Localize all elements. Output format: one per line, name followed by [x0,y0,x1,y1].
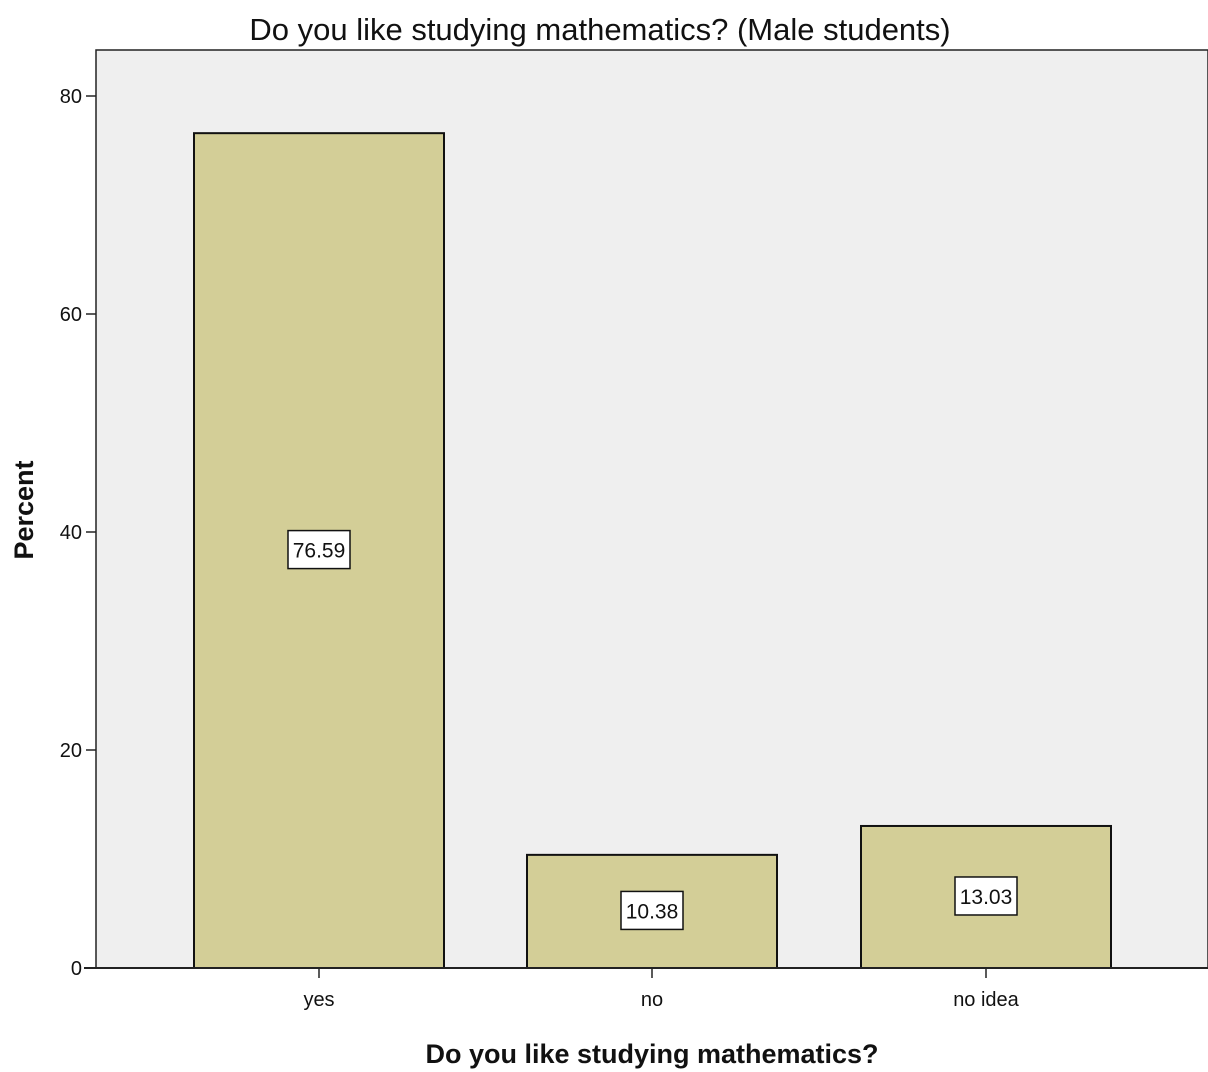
y-axis-label: Percent [9,460,39,559]
y-tick-label: 60 [60,304,82,326]
bars-layer: 76.59 10.38 13.03 [193,132,1112,970]
data-label-box [620,890,684,931]
data-label-box [287,529,351,570]
x-tick-label: yes [303,989,334,1011]
data-label-box [954,876,1018,916]
axes-layer: 0 20 40 60 80 yes no no idea [60,86,1208,1011]
y-tick-label: 20 [60,740,82,762]
data-label: 10.38 [626,900,679,923]
y-tick-label: 0 [71,958,82,980]
x-tick-label: no idea [953,989,1019,1011]
data-label: 76.59 [293,540,346,563]
y-tick-label: 40 [60,522,82,544]
chart-title: Do you like studying mathematics? (Male … [249,12,950,47]
y-tick-label: 80 [60,86,82,108]
x-tick-label: no [641,989,663,1011]
data-label: 13.03 [960,886,1013,909]
x-axis-label: Do you like studying mathematics? [425,1039,878,1069]
